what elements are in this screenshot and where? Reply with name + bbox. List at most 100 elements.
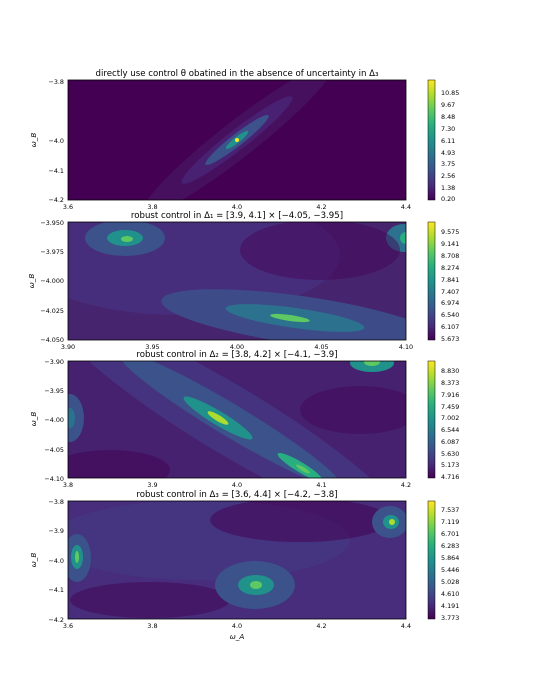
x-tick: 4.05 [314, 343, 328, 351]
colorbar-ticks: 9.575 9.141 8.708 8.274 7.841 7.407 6.97… [441, 228, 459, 343]
y-tick: −4.2 [48, 616, 64, 624]
peak-marker [235, 138, 239, 142]
peak-marker [121, 236, 133, 242]
x-tick: 4.10 [399, 343, 413, 351]
y-tick: −4.000 [40, 277, 64, 285]
x-ticks: 3.90 3.95 4.00 4.05 4.10 [61, 343, 413, 351]
colorbar-tick: 7.841 [441, 276, 459, 284]
colorbar-tick: 1.38 [441, 184, 455, 192]
colorbar-tick: 6.544 [441, 426, 459, 434]
colorbar-tick: 3.773 [441, 614, 459, 622]
x-tick: 3.8 [147, 203, 157, 211]
y-tick: −4.1 [48, 167, 64, 175]
y-tick: −3.9 [48, 527, 64, 535]
y-tick: −3.8 [48, 78, 64, 86]
x-tick: 4.0 [232, 203, 242, 211]
y-tick: −4.1 [48, 586, 64, 594]
colorbar: 7.537 7.119 6.701 6.283 5.864 5.446 5.02… [427, 500, 459, 622]
y-tick: −4.00 [44, 416, 64, 424]
colorbar-tick: 6.283 [441, 542, 459, 550]
y-tick: −3.95 [44, 387, 64, 395]
x-tick: 3.95 [145, 343, 159, 351]
x-tick: 4.4 [401, 622, 411, 630]
x-tick: 4.2 [401, 481, 411, 489]
colorbar-tick: 4.610 [441, 590, 459, 598]
y-tick: −3.8 [48, 498, 64, 506]
colorbar-ticks: 7.537 7.119 6.701 6.283 5.864 5.446 5.02… [441, 506, 459, 622]
colorbar: 9.575 9.141 8.708 8.274 7.841 7.407 6.97… [427, 221, 459, 343]
colorbar-tick: 6.974 [441, 299, 459, 307]
colorbar-tick: 5.864 [441, 554, 459, 562]
x-axis-label: ω_A [230, 632, 245, 641]
panel-3: robust control in Δ₂ = [3.8, 4.2] × [−4.… [29, 350, 459, 489]
colorbar-tick: 5.446 [441, 566, 459, 574]
y-tick: −4.0 [48, 137, 64, 145]
peak-marker [207, 411, 229, 425]
x-tick: 4.00 [230, 343, 244, 351]
colorbar-tick: 5.673 [441, 335, 459, 343]
y-ticks: −3.950 −3.975 −4.000 −4.025 −4.050 [40, 219, 64, 344]
colorbar: 10.85 9.67 8.48 7.30 6.11 4.93 3.75 2.56… [427, 79, 459, 203]
y-axis-label: ω_B [29, 133, 38, 148]
peak-marker [250, 581, 262, 589]
colorbar-tick: 5.630 [441, 450, 459, 458]
colorbar-tick: 6.701 [441, 530, 459, 538]
colorbar-tick: 7.537 [441, 506, 459, 514]
colorbar-tick: 8.830 [441, 367, 459, 375]
y-tick: −4.050 [40, 336, 64, 344]
y-tick: −3.950 [40, 219, 64, 227]
y-ticks: −3.90 −3.95 −4.00 −4.05 −4.10 [44, 358, 64, 483]
colorbar-tick: 8.274 [441, 264, 459, 272]
x-tick: 4.2 [316, 203, 326, 211]
x-tick: 4.4 [401, 203, 411, 211]
y-tick: −4.10 [44, 475, 64, 483]
panel-1: directly use control θ obatined in the a… [29, 69, 459, 211]
x-tick: 3.6 [63, 203, 73, 211]
colorbar-tick: 7.119 [441, 518, 459, 526]
colorbar-tick: 4.93 [441, 149, 455, 157]
heatmap-area [67, 360, 407, 479]
y-tick: −4.0 [48, 557, 64, 565]
colorbar-tick: 6.11 [441, 137, 455, 145]
x-tick: 3.8 [63, 481, 73, 489]
colorbar-tick: 7.002 [441, 414, 459, 422]
colorbar-tick: 6.107 [441, 323, 459, 331]
y-ticks: −3.8 −3.9 −4.0 −4.1 −4.2 [48, 498, 64, 624]
colorbar-tick: 9.575 [441, 228, 459, 236]
heatmap-area [67, 500, 407, 620]
x-tick: 3.6 [63, 622, 73, 630]
colorbar-ticks: 8.830 8.373 7.916 7.459 7.002 6.544 6.08… [441, 367, 459, 481]
colorbar-tick: 9.141 [441, 240, 459, 248]
x-tick: 3.90 [61, 343, 75, 351]
y-axis-label: ω_B [27, 274, 36, 289]
colorbar-tick: 4.191 [441, 602, 459, 610]
colorbar-tick: 7.459 [441, 403, 459, 411]
heatmap-area [67, 221, 407, 341]
colorbar-tick: 0.20 [441, 195, 455, 203]
heatmap-area [67, 79, 407, 201]
colorbar-tick: 4.716 [441, 473, 459, 481]
y-tick: −4.05 [44, 446, 64, 454]
panel-2: robust control in Δ₁ = [3.9, 4.1] × [−4.… [27, 211, 459, 351]
y-ticks: −3.8 −4.0 −4.1 −4.2 [48, 78, 64, 204]
colorbar-tick: 10.85 [441, 89, 459, 97]
x-ticks: 3.8 3.9 4.0 4.1 4.2 [63, 481, 411, 489]
y-axis-label: ω_B [29, 553, 38, 568]
colorbar-tick: 6.540 [441, 311, 459, 319]
y-tick: −3.90 [44, 358, 64, 366]
x-tick: 3.8 [147, 622, 157, 630]
x-tick: 4.0 [232, 481, 242, 489]
x-tick: 4.2 [316, 622, 326, 630]
colorbar: 8.830 8.373 7.916 7.459 7.002 6.544 6.08… [427, 360, 459, 481]
panel-title: robust control in Δ₃ = [3.6, 4.4] × [−4.… [136, 490, 337, 500]
colorbar-tick: 5.173 [441, 461, 459, 469]
y-tick: −4.2 [48, 196, 64, 204]
colorbar-tick: 2.56 [441, 172, 455, 180]
y-axis-label: ω_B [29, 412, 38, 427]
colorbar-tick: 5.028 [441, 578, 459, 586]
y-tick: −3.975 [40, 248, 64, 256]
panel-title: robust control in Δ₂ = [3.8, 4.2] × [−4.… [136, 350, 337, 360]
colorbar-tick: 9.67 [441, 101, 455, 109]
colorbar-tick: 7.407 [441, 288, 459, 296]
